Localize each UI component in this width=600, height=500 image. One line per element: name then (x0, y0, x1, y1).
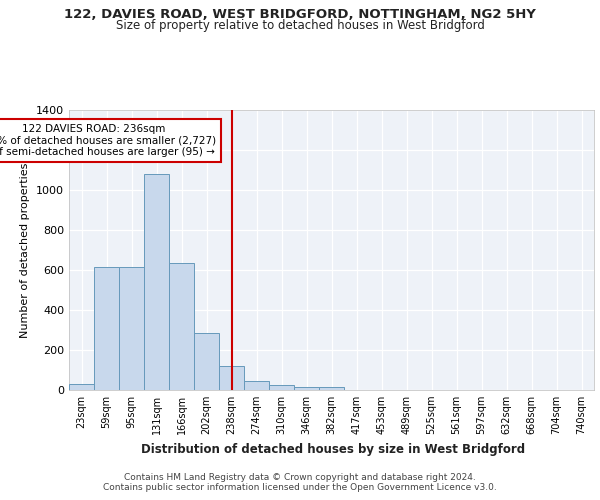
Bar (319, 387, 344, 390)
Bar (69, 384, 94, 390)
Text: Contains public sector information licensed under the Open Government Licence v3: Contains public sector information licen… (103, 484, 497, 492)
Text: Distribution of detached houses by size in West Bridgford: Distribution of detached houses by size … (141, 442, 525, 456)
Bar (219, 366, 244, 390)
Bar (169, 263, 194, 390)
Bar (94, 267, 119, 390)
Bar (119, 267, 144, 390)
Text: 122 DAVIES ROAD: 236sqm
← 97% of detached houses are smaller (2,727)
3% of semi-: 122 DAVIES ROAD: 236sqm ← 97% of detache… (0, 124, 216, 157)
Bar (194, 333, 219, 390)
Text: Size of property relative to detached houses in West Bridgford: Size of property relative to detached ho… (116, 19, 484, 32)
Y-axis label: Number of detached properties: Number of detached properties (20, 162, 31, 338)
Bar (144, 174, 169, 390)
Bar (244, 381, 269, 390)
Bar (294, 387, 319, 390)
Text: 122, DAVIES ROAD, WEST BRIDGFORD, NOTTINGHAM, NG2 5HY: 122, DAVIES ROAD, WEST BRIDGFORD, NOTTIN… (64, 8, 536, 20)
Text: Contains HM Land Registry data © Crown copyright and database right 2024.: Contains HM Land Registry data © Crown c… (124, 472, 476, 482)
Bar (269, 385, 294, 390)
